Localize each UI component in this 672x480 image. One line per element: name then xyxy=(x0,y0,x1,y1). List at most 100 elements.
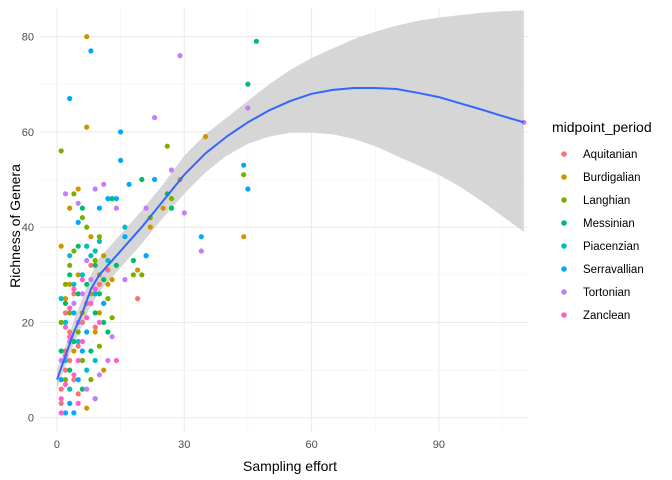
data-point xyxy=(101,319,107,325)
legend-items: Aquitanian Burdigalian Langhian Messinian Pi… xyxy=(561,149,644,322)
data-point xyxy=(245,105,251,111)
data-point xyxy=(92,324,98,330)
data-point xyxy=(84,243,90,249)
legend-key xyxy=(561,243,567,249)
data-point xyxy=(62,191,69,197)
data-point xyxy=(71,286,77,292)
data-point xyxy=(143,253,149,259)
data-point xyxy=(75,357,81,364)
data-point xyxy=(67,386,73,392)
data-point xyxy=(88,48,94,54)
data-point xyxy=(96,205,102,211)
data-point xyxy=(105,257,111,264)
data-point xyxy=(92,291,98,297)
data-point xyxy=(177,53,183,59)
data-point xyxy=(84,367,90,373)
data-point xyxy=(84,224,90,230)
data-point xyxy=(79,272,85,278)
data-point xyxy=(67,272,73,278)
data-point xyxy=(96,281,102,287)
data-point xyxy=(67,262,73,268)
data-point xyxy=(168,167,175,173)
data-point xyxy=(101,253,107,259)
data-point xyxy=(113,262,119,268)
y-tick-label: 80 xyxy=(22,32,34,44)
legend-label: Piacenzian xyxy=(583,241,639,253)
data-point xyxy=(92,396,98,402)
data-point xyxy=(88,348,94,354)
data-point xyxy=(84,329,90,335)
data-point xyxy=(58,319,64,325)
data-point xyxy=(105,296,111,302)
data-point xyxy=(58,148,64,154)
data-point xyxy=(96,291,102,297)
data-point xyxy=(130,257,136,264)
legend-key xyxy=(561,151,567,157)
data-point xyxy=(168,205,175,211)
data-point xyxy=(168,196,175,202)
data-point xyxy=(62,367,69,373)
data-point xyxy=(75,400,81,406)
data-point xyxy=(84,124,90,130)
data-point xyxy=(88,277,94,283)
legend: midpoint_period Aquitanian Burdigalian Lan… xyxy=(552,119,652,322)
data-point xyxy=(71,281,77,287)
data-point xyxy=(75,338,81,345)
data-point xyxy=(79,205,85,211)
data-point xyxy=(126,181,132,187)
data-point xyxy=(62,296,69,302)
legend-label: Zanclean xyxy=(583,310,630,322)
data-point xyxy=(84,281,90,287)
data-point xyxy=(92,310,98,316)
data-point xyxy=(105,196,111,202)
data-point xyxy=(71,372,77,378)
data-point xyxy=(105,281,111,287)
data-point xyxy=(75,243,81,249)
y-tick-label: 40 xyxy=(22,222,34,234)
data-point xyxy=(75,377,81,383)
data-point xyxy=(79,386,85,392)
data-point xyxy=(109,277,115,283)
data-point xyxy=(79,291,85,297)
data-point xyxy=(88,300,94,306)
data-point xyxy=(181,210,187,216)
legend-label: Aquitanian xyxy=(583,149,637,161)
data-point xyxy=(58,377,64,383)
legend-key xyxy=(561,266,567,272)
data-point xyxy=(101,277,107,283)
data-point xyxy=(62,377,69,383)
data-point xyxy=(139,272,145,278)
data-point xyxy=(71,291,77,297)
data-point xyxy=(62,410,69,416)
data-point xyxy=(101,367,107,373)
data-point xyxy=(67,400,73,406)
data-point xyxy=(245,186,251,192)
data-point xyxy=(75,391,81,397)
smooth-line-layer xyxy=(56,87,525,380)
data-point xyxy=(130,272,136,278)
data-point xyxy=(88,253,94,259)
data-point xyxy=(113,205,119,211)
data-point xyxy=(96,343,102,349)
data-point xyxy=(92,357,98,364)
data-point xyxy=(84,257,90,264)
y-tick-labels: 0 20 40 60 80 xyxy=(22,32,34,425)
data-point xyxy=(152,176,158,183)
y-tick-label: 60 xyxy=(22,127,34,139)
data-point xyxy=(58,348,64,354)
data-point xyxy=(71,348,77,354)
data-point xyxy=(92,286,98,292)
data-point xyxy=(71,300,77,306)
data-point xyxy=(71,410,77,416)
data-point xyxy=(67,310,73,316)
data-point xyxy=(58,400,64,406)
data-point xyxy=(113,357,119,364)
data-point xyxy=(202,134,209,140)
data-point xyxy=(109,315,115,321)
data-point xyxy=(79,215,85,221)
legend-key xyxy=(561,289,567,295)
data-point xyxy=(101,300,107,306)
data-point xyxy=(58,410,64,416)
legend-label: Burdigalian xyxy=(583,172,641,184)
data-point xyxy=(160,205,166,211)
